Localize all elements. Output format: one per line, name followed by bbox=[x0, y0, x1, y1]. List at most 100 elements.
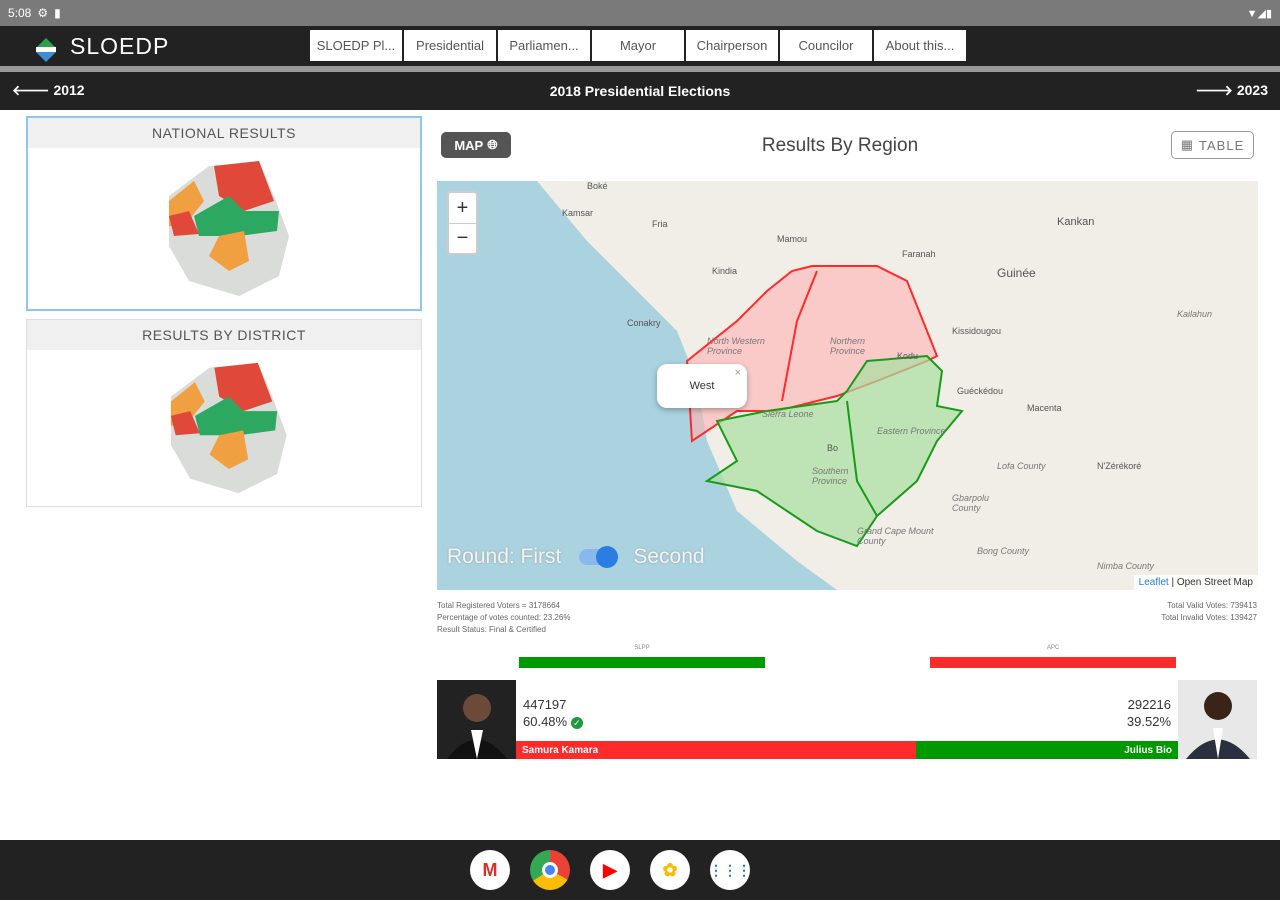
gmail-icon[interactable]: M bbox=[470, 850, 510, 890]
registered-voters: Total Registered Voters = 3178664 bbox=[437, 601, 560, 610]
chrome-icon[interactable] bbox=[530, 850, 570, 890]
candidate-name: Samura Kamara bbox=[522, 744, 599, 756]
place-label: Kamsar bbox=[562, 208, 594, 218]
round-second-label: Second bbox=[633, 545, 705, 568]
app-logo bbox=[34, 30, 58, 62]
sd-card-icon: ▮ bbox=[54, 6, 61, 20]
region-label: Sierra Leone bbox=[762, 409, 814, 419]
candidate-stats-kamara: 447197 60.48% ✓ bbox=[523, 696, 583, 730]
party-label-apc: APC bbox=[1046, 645, 1060, 651]
place-label: Bong County bbox=[977, 546, 1030, 556]
prev-year-button[interactable]: 🡐 2012 bbox=[12, 82, 85, 98]
zoom-control: + − bbox=[447, 191, 478, 255]
zoom-out-button[interactable]: − bbox=[449, 223, 476, 253]
round-first-label: Round: First bbox=[447, 545, 562, 568]
place-label: Macenta bbox=[1027, 403, 1062, 413]
place-label: Kodu bbox=[897, 351, 919, 361]
zoom-in-button[interactable]: + bbox=[456, 196, 469, 219]
table-view-button[interactable]: ▦ TABLE bbox=[1171, 131, 1254, 159]
region-map[interactable]: Boké Kamsar Fria Mamou Faranah Kankan Ki… bbox=[437, 181, 1258, 590]
national-results-card[interactable]: NATIONAL RESULTS bbox=[26, 116, 422, 311]
round-toggle[interactable] bbox=[579, 546, 619, 568]
results-title: Results By Region bbox=[761, 135, 919, 156]
next-year-button[interactable]: 🡒 2023 bbox=[1195, 82, 1268, 98]
nav-tabs: SLOEDP Pl... Presidential Parliamen... M… bbox=[310, 30, 966, 61]
prev-year-label: 2012 bbox=[53, 82, 85, 98]
place-label: Guéckédou bbox=[957, 386, 1004, 396]
region-label: Northern Province bbox=[830, 336, 866, 356]
map-shapes bbox=[437, 181, 964, 590]
vote-share-bar-bio: Julius Bio bbox=[916, 741, 1178, 759]
globe-icon: 🌐︎ bbox=[487, 137, 498, 152]
tab-chairperson[interactable]: Chairperson bbox=[686, 30, 778, 61]
region-label: Eastern Province bbox=[877, 426, 946, 436]
stats-left: Total Registered Voters = 3178664 Percen… bbox=[437, 600, 570, 636]
region-label: North Western Province bbox=[707, 336, 765, 356]
stats-right: Total Valid Votes: 739413 Total Invalid … bbox=[1161, 600, 1257, 624]
district-results-card[interactable]: RESULTS BY DISTRICT bbox=[26, 319, 422, 507]
table-button-label: TABLE bbox=[1199, 137, 1245, 153]
result-status: Result Status: Final & Certified bbox=[437, 625, 546, 634]
party-label-slpp: SLPP bbox=[634, 645, 650, 651]
app-bar: SLOEDP SLOEDP Pl... Presidential Parliam… bbox=[0, 26, 1280, 66]
place-label: Faranah bbox=[902, 249, 936, 259]
place-label: Bo bbox=[827, 443, 839, 453]
map-attribution: Leaflet | Open Street Map bbox=[1133, 575, 1258, 590]
place-label: Kailahun bbox=[1177, 309, 1213, 319]
place-label: Kankan bbox=[1057, 216, 1095, 228]
tab-sloedp-platform[interactable]: SLOEDP Pl... bbox=[310, 30, 402, 61]
place-label: Guinée bbox=[997, 266, 1036, 280]
person-avatar-icon bbox=[1186, 692, 1250, 759]
divider bbox=[0, 66, 1280, 72]
place-label: Nimba County bbox=[1097, 561, 1155, 571]
tab-presidential[interactable]: Presidential bbox=[404, 30, 496, 61]
place-label: Lofa County bbox=[997, 461, 1046, 471]
place-label: Kissidougou bbox=[952, 326, 1002, 336]
candidate-stats-bio: 292216 39.52% bbox=[1127, 696, 1171, 730]
invalid-votes: Total Invalid Votes: 139427 bbox=[1161, 613, 1257, 622]
place-label: Mamou bbox=[777, 234, 808, 244]
party-bar-slpp bbox=[519, 657, 765, 668]
votes: 447197 bbox=[523, 697, 567, 712]
youtube-icon[interactable]: ▶ bbox=[590, 850, 630, 890]
map-view-button[interactable]: MAP 🌐︎ bbox=[441, 132, 511, 158]
place-label: Fria bbox=[652, 219, 668, 229]
candidate-name: Julius Bio bbox=[1124, 744, 1172, 756]
photos-icon[interactable]: ✿ bbox=[650, 850, 690, 890]
tab-about[interactable]: About this... bbox=[874, 30, 966, 61]
round-switch: Round: First Second bbox=[447, 545, 705, 569]
card-title: RESULTS BY DISTRICT bbox=[27, 320, 421, 350]
tab-parliamentary[interactable]: Parliamen... bbox=[498, 30, 590, 61]
settings-icon: ⚙ bbox=[37, 6, 49, 20]
place-label: N'Zérékoré bbox=[1097, 461, 1142, 471]
candidate-results: 447197 60.48% ✓ 292216 39.52% Samura Kam… bbox=[437, 680, 1257, 759]
apps-grid-icon[interactable]: ⋮⋮⋮ bbox=[709, 850, 751, 890]
party-bar-apc bbox=[930, 657, 1176, 668]
tab-mayor[interactable]: Mayor bbox=[592, 30, 684, 61]
person-avatar-icon bbox=[447, 694, 507, 759]
region-label: Southern Province bbox=[812, 466, 849, 486]
winner-check-icon: ✓ bbox=[570, 717, 583, 729]
tab-councilor[interactable]: Councilor bbox=[780, 30, 872, 61]
votes: 292216 bbox=[1127, 697, 1171, 712]
place-label: Boké bbox=[587, 181, 608, 191]
wifi-battery-icons: ▼◢▮ bbox=[1246, 7, 1272, 20]
status-bar: 5:08 ⚙ ▮ ▼◢▮ bbox=[0, 0, 1280, 26]
place-label: Kindia bbox=[712, 266, 738, 276]
percent: 39.52% bbox=[1126, 714, 1171, 729]
national-mini-map bbox=[169, 161, 289, 296]
app-name: SLOEDP bbox=[70, 32, 170, 59]
next-year-label: 2023 bbox=[1236, 82, 1268, 98]
popup-text: West bbox=[689, 380, 715, 392]
popup-close-button[interactable]: × bbox=[734, 367, 741, 379]
year-bar: 🡐 2012 2018 Presidential Elections 🡒 202… bbox=[0, 72, 1280, 110]
leaflet-link[interactable]: Leaflet bbox=[1138, 577, 1169, 588]
candidate-photo-kamara bbox=[437, 680, 516, 759]
attribution-text: | Open Street Map bbox=[1171, 577, 1253, 588]
district-mini-map bbox=[170, 362, 287, 494]
clock: 5:08 bbox=[8, 6, 32, 20]
page-title: 2018 Presidential Elections bbox=[549, 83, 731, 99]
region-label: Grand Cape Mount County bbox=[857, 526, 934, 546]
place-label: Gbarpolu County bbox=[952, 493, 990, 513]
region-popup: West × bbox=[657, 364, 747, 408]
